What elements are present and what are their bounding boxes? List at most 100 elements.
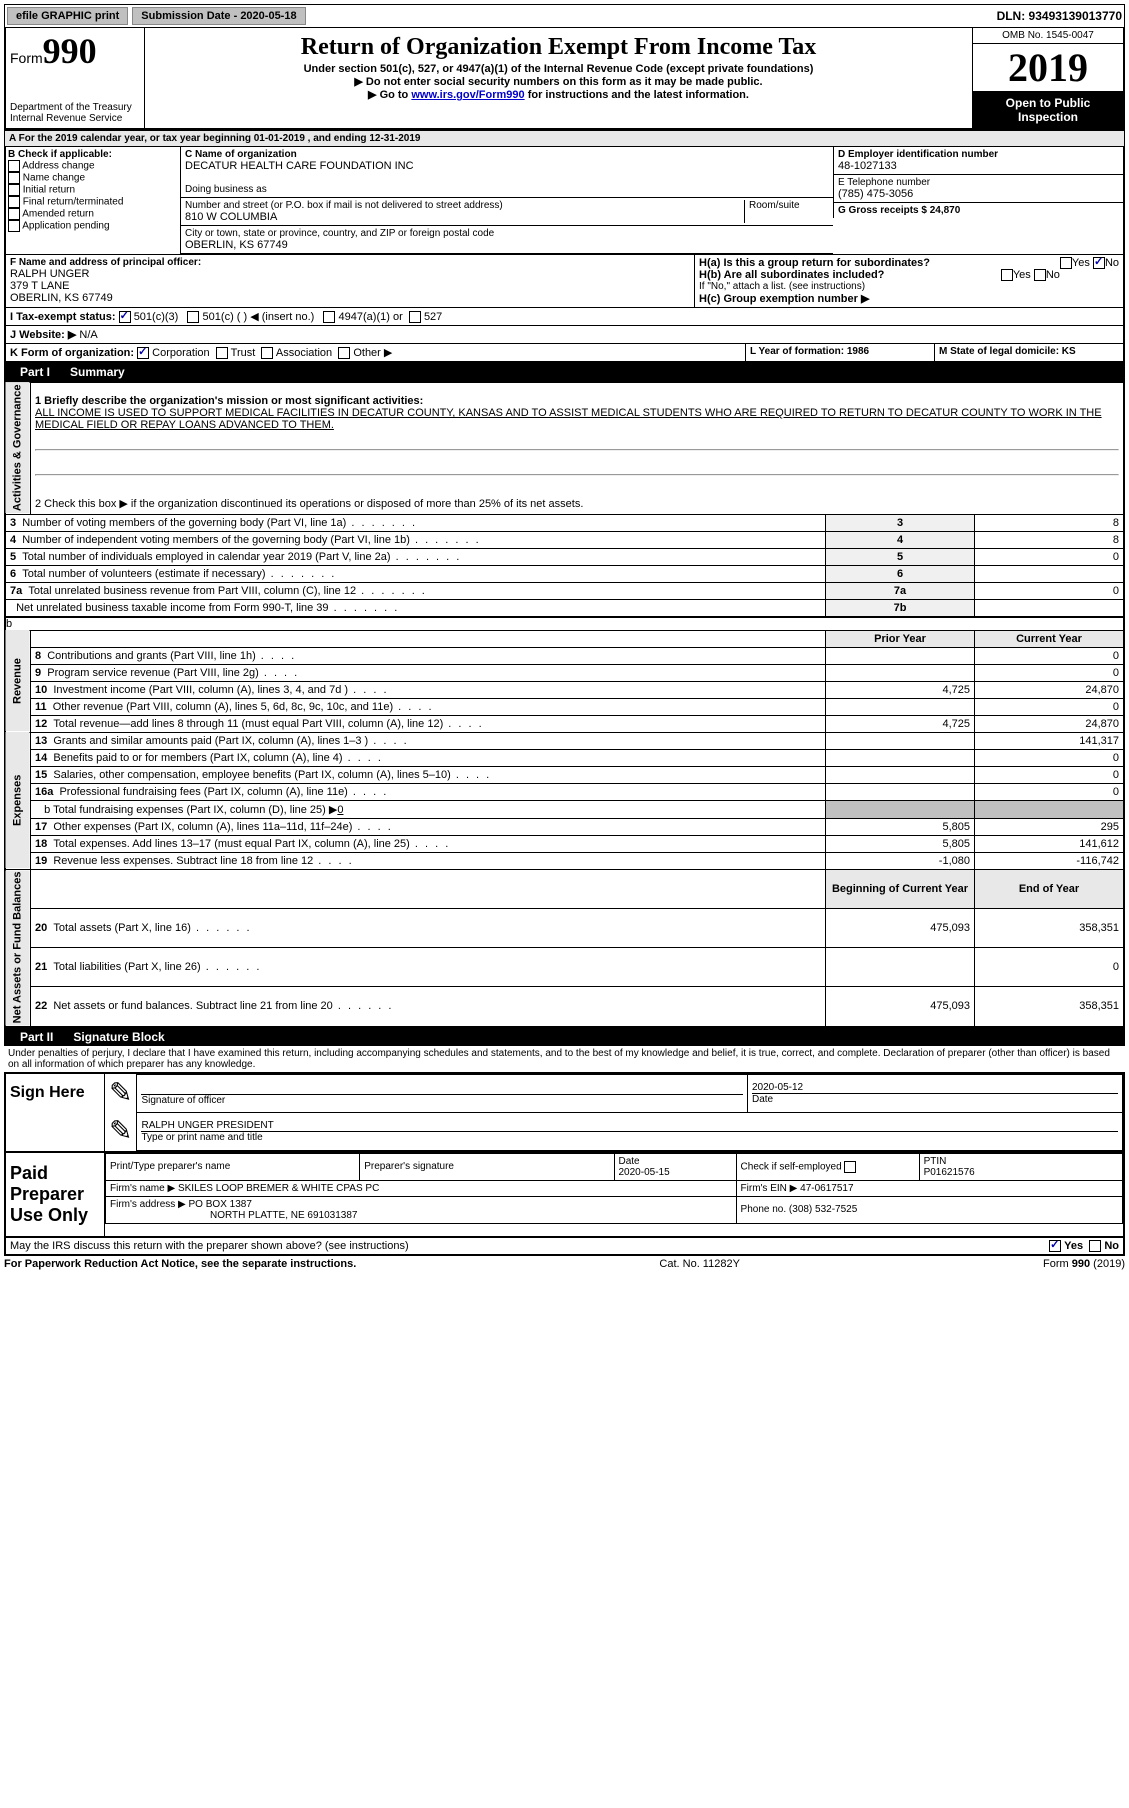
side-revenue: Revenue: [5, 630, 31, 732]
spacer-b: b: [5, 617, 1124, 631]
omb-number: OMB No. 1545-0047: [973, 28, 1123, 44]
box-d: D Employer identification number 48-1027…: [833, 147, 1123, 175]
box-i: I Tax-exempt status: 501(c)(3) 501(c) ( …: [6, 307, 1123, 325]
final-return-checkbox[interactable]: [8, 196, 20, 208]
side-net-assets: Net Assets or Fund Balances: [5, 869, 31, 1026]
rev-cy-10: 24,870: [975, 681, 1125, 698]
firm-addr-value: PO BOX 1387: [189, 1199, 252, 1210]
ha-no-checkbox[interactable]: [1093, 257, 1105, 269]
net-py-21: [826, 947, 975, 986]
submission-date-button[interactable]: Submission Date - 2020-05-18: [132, 7, 305, 25]
website-value: N/A: [79, 329, 97, 341]
4947-checkbox[interactable]: [323, 311, 335, 323]
box-h: H(a) Is this a group return for subordin…: [694, 255, 1123, 307]
initial-return-checkbox[interactable]: [8, 184, 20, 196]
summary-line-4: 4 Number of independent voting members o…: [5, 531, 826, 548]
exp-py-13: [826, 732, 975, 749]
box-m: M State of legal domicile: KS: [934, 344, 1123, 361]
open-public-badge: Open to Public Inspection: [973, 92, 1123, 128]
cat-no: Cat. No. 11282Y: [659, 1258, 740, 1270]
exp-cy-16b: [975, 800, 1125, 818]
firm-name-cell: Firm's name ▶ SKILES LOOP BREMER & WHITE…: [106, 1180, 737, 1196]
address-cell: Number and street (or P.O. box if mail i…: [181, 198, 833, 226]
officer-addr1: 379 T LANE: [10, 280, 690, 292]
firm-ein-label: Firm's EIN ▶: [741, 1183, 798, 1194]
rev-line-12: 12 Total revenue—add lines 8 through 11 …: [31, 715, 826, 732]
501c3-checkbox[interactable]: [119, 311, 131, 323]
box-c: C Name of organization DECATUR HEALTH CA…: [181, 147, 833, 254]
line2-text: 2 Check this box ▶ if the organization d…: [35, 498, 583, 510]
form-title: Return of Organization Exempt From Incom…: [149, 34, 968, 61]
officer-addr2: OBERLIN, KS 67749: [10, 292, 690, 304]
exp-cy-17: 295: [975, 818, 1125, 835]
rev-py-9: [826, 664, 975, 681]
summary-val-4: 8: [975, 531, 1125, 548]
hb-no-checkbox[interactable]: [1034, 269, 1046, 281]
firm-ein-value: 47-0617517: [800, 1183, 853, 1194]
dept-treasury: Department of the Treasury: [10, 102, 140, 113]
website-label: J Website: ▶: [10, 329, 76, 341]
4947-label: 4947(a)(1) or: [339, 311, 403, 323]
summary-line-7b: Net unrelated business taxable income fr…: [5, 599, 826, 617]
discuss-yes-checkbox[interactable]: [1049, 1240, 1061, 1252]
box-l: L Year of formation: 1986: [745, 344, 934, 361]
hb-label: H(b) Are all subordinates included?: [699, 269, 884, 281]
irs-label: Internal Revenue Service: [10, 113, 140, 124]
trust-checkbox[interactable]: [216, 347, 228, 359]
subtitle-goto: ▶ Go to www.irs.gov/Form990 for instruct…: [149, 88, 968, 101]
corp-checkbox[interactable]: [137, 347, 149, 359]
org-name-cell: C Name of organization DECATUR HEALTH CA…: [181, 147, 833, 198]
501c-checkbox[interactable]: [187, 311, 199, 323]
rev-py-10: 4,725: [826, 681, 975, 698]
efile-print-button[interactable]: efile GRAPHIC print: [7, 7, 128, 25]
goto-post: for instructions and the latest informat…: [528, 89, 749, 101]
form-number: Form990: [10, 30, 140, 72]
exp-py-16b: [826, 800, 975, 818]
ein-value: 48-1027133: [838, 160, 1119, 172]
form-header: Form990 Department of the Treasury Inter…: [4, 28, 1125, 130]
sign-here-block: Sign Here ✎ Signature of officer 2020-05…: [4, 1072, 1125, 1153]
ha-row: H(a) Is this a group return for subordin…: [699, 257, 1119, 269]
goto-pre: ▶ Go to: [368, 89, 411, 101]
name-change-checkbox[interactable]: [8, 172, 20, 184]
prep-date-label: Date: [619, 1156, 640, 1167]
application-pending-checkbox[interactable]: [8, 220, 20, 232]
form-org-label: K Form of organization:: [10, 347, 134, 359]
part1-label: Part I: [10, 363, 60, 381]
box-e: E Telephone number (785) 475-3056: [833, 175, 1123, 203]
summary-val-7b: [975, 599, 1125, 617]
discuss-no-checkbox[interactable]: [1089, 1240, 1101, 1252]
address-change-checkbox[interactable]: [8, 160, 20, 172]
sign-date-label: Date: [752, 1094, 1118, 1105]
amended-return-checkbox[interactable]: [8, 208, 20, 220]
other-checkbox[interactable]: [338, 347, 350, 359]
527-checkbox[interactable]: [409, 311, 421, 323]
ha-yes-checkbox[interactable]: [1060, 257, 1072, 269]
self-employed-checkbox[interactable]: [844, 1161, 856, 1173]
prior-year-header: Prior Year: [826, 630, 975, 647]
type-name-label: Type or print name and title: [141, 1132, 1118, 1143]
name-change-label: Name change: [23, 173, 85, 184]
501c3-label: 501(c)(3): [134, 311, 179, 323]
subtitle-ssn: ▶ Do not enter social security numbers o…: [149, 75, 968, 88]
exp-line-18: 18 Total expenses. Add lines 13–17 (must…: [31, 835, 826, 852]
exp-py-14: [826, 749, 975, 766]
box-j: J Website: ▶ N/A: [6, 325, 1123, 343]
irs-link[interactable]: www.irs.gov/Form990: [411, 89, 524, 101]
end-year-header: End of Year: [975, 869, 1125, 908]
assoc-checkbox[interactable]: [261, 347, 273, 359]
rev-line-11: 11 Other revenue (Part VIII, column (A),…: [31, 698, 826, 715]
part2-label: Part II: [10, 1028, 63, 1046]
discuss-text: May the IRS discuss this return with the…: [10, 1240, 1049, 1252]
org-name-value: DECATUR HEALTH CARE FOUNDATION INC: [185, 160, 829, 172]
summary-line-7a: 7a Total unrelated business revenue from…: [5, 582, 826, 599]
summary-table: Activities & Governance 1 Briefly descri…: [4, 381, 1125, 1027]
exp-py-17: 5,805: [826, 818, 975, 835]
summary-line-5: 5 Total number of individuals employed i…: [5, 548, 826, 565]
hb-yes-checkbox[interactable]: [1001, 269, 1013, 281]
box-b: B Check if applicable: Address change Na…: [6, 147, 181, 254]
discuss-yes: Yes: [1064, 1240, 1083, 1252]
officer-label: F Name and address of principal officer:: [10, 257, 690, 268]
sign-content: ✎ Signature of officer 2020-05-12 Date ✎…: [105, 1074, 1123, 1151]
summary-val-7a: 0: [975, 582, 1125, 599]
